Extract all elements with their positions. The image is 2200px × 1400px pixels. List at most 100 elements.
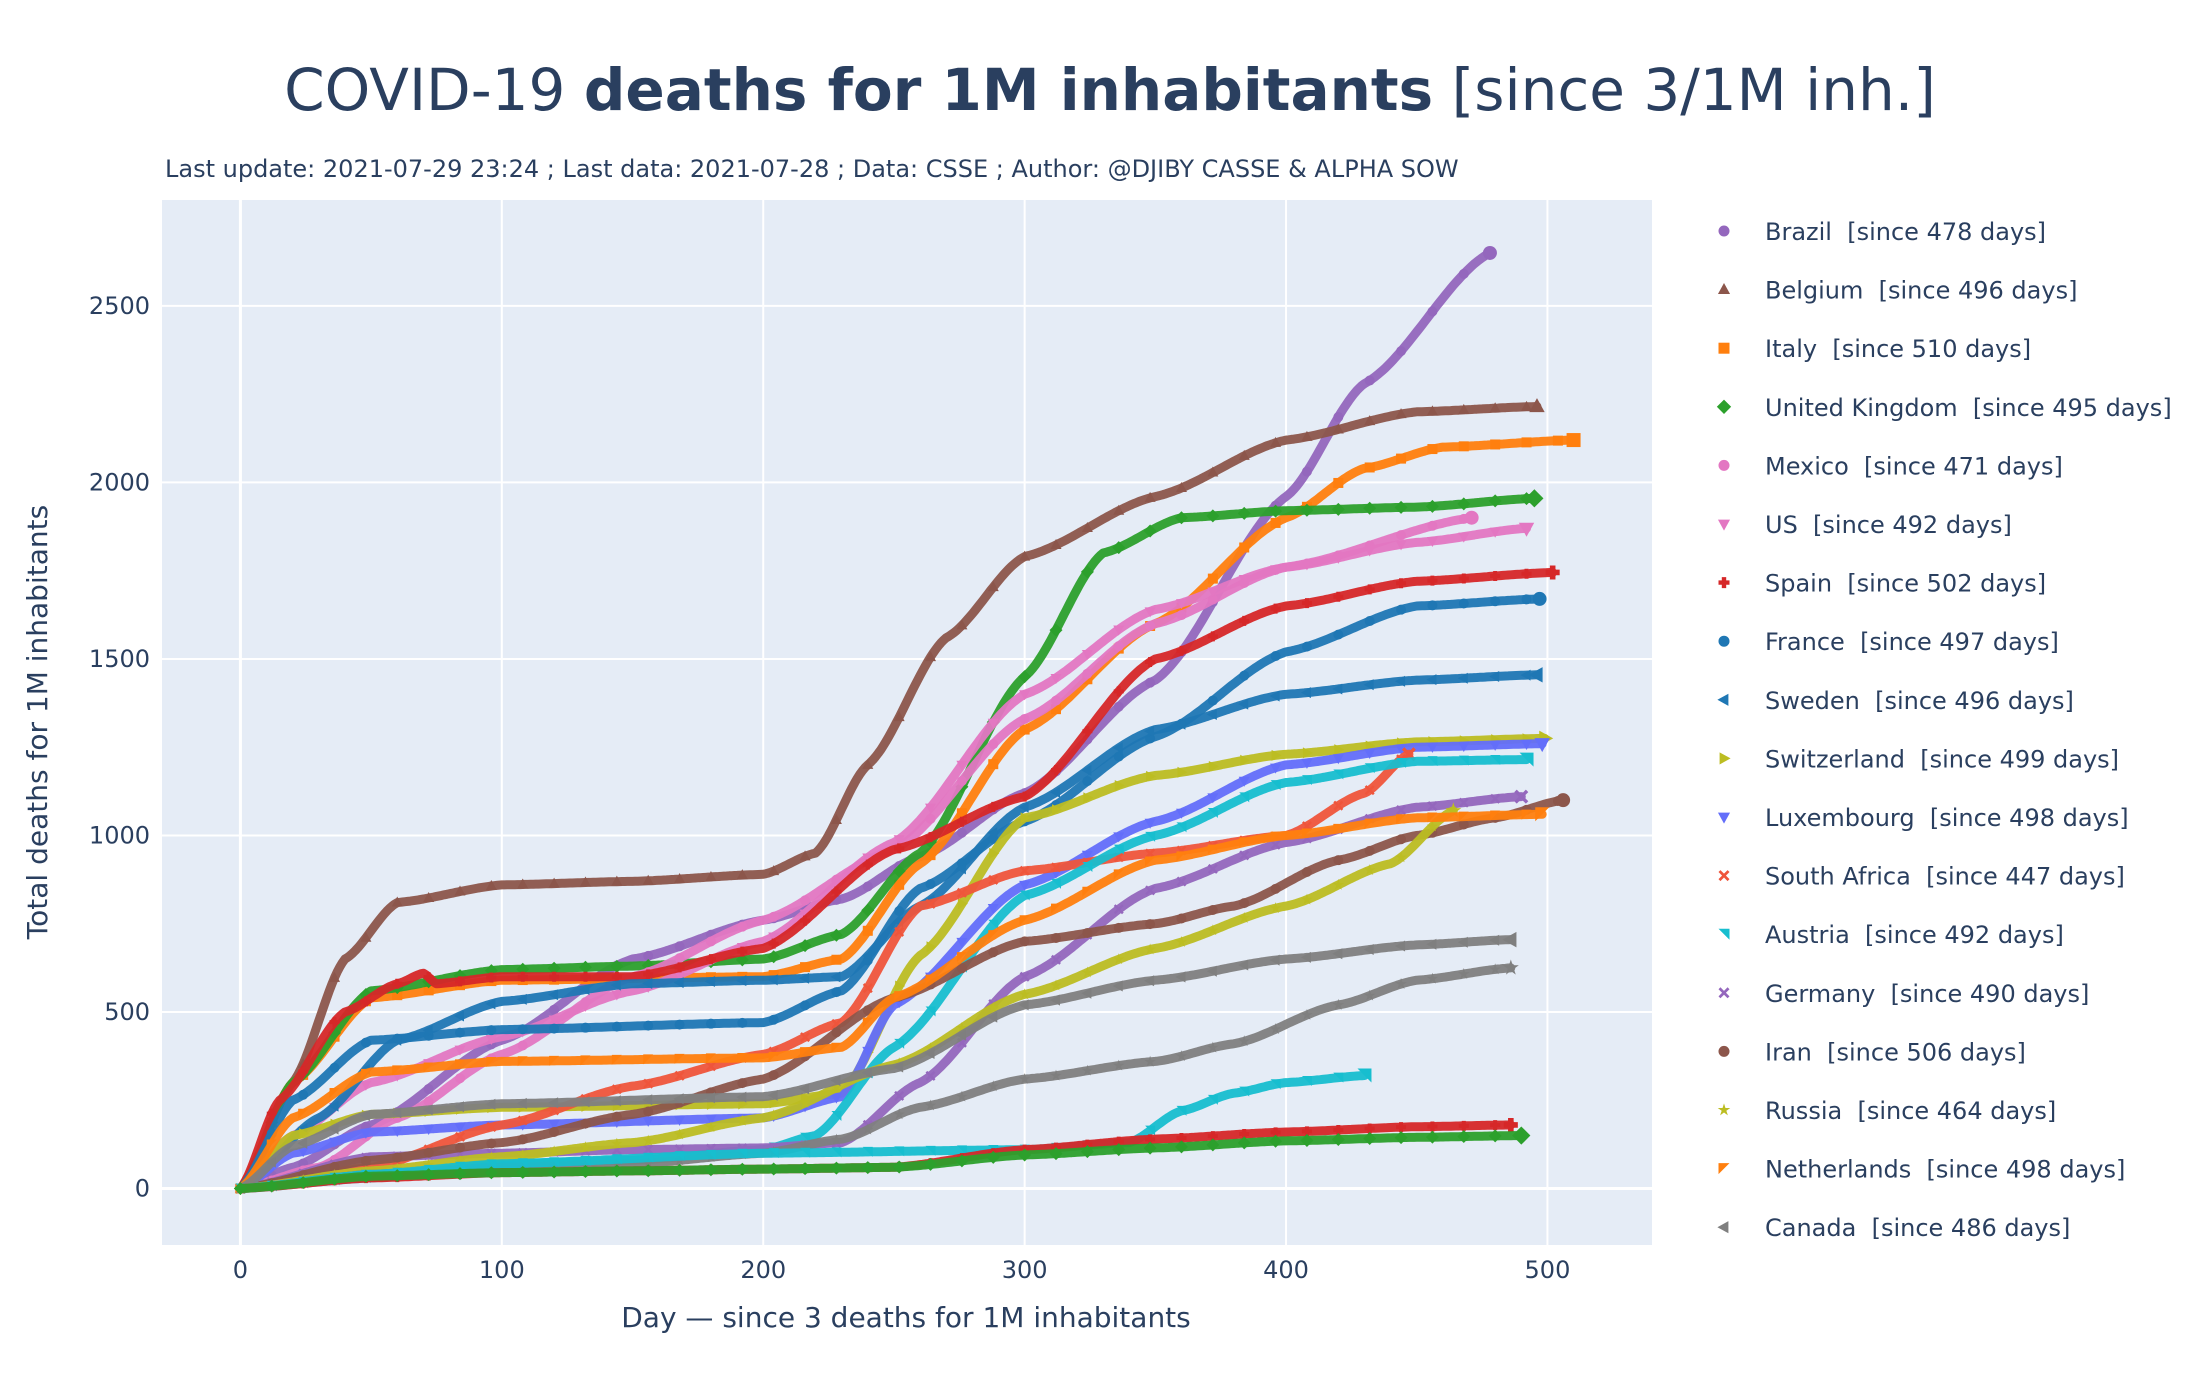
data-point: [988, 801, 999, 812]
data-point: [1427, 444, 1438, 455]
data-point: [1270, 603, 1281, 614]
data-point: [895, 980, 906, 992]
data-point: [1113, 844, 1124, 855]
data-point: [517, 1149, 529, 1160]
data-point: [360, 1155, 371, 1166]
data-point: [1427, 1121, 1438, 1132]
data-point: [768, 1070, 779, 1081]
data-point: [454, 1154, 466, 1166]
data-point: [1050, 539, 1062, 550]
legend-item[interactable]: Italy [since 510 days]: [1718, 335, 2032, 363]
legend-item[interactable]: Canada [since 486 days]: [1717, 1214, 2070, 1242]
data-point: [1177, 766, 1188, 778]
data-point: [956, 776, 967, 787]
legend-item[interactable]: South Africa [since 447 days]: [1718, 863, 2125, 891]
data-point: [1240, 754, 1251, 766]
data-point: [517, 1024, 528, 1035]
data-point: [1051, 903, 1061, 914]
legend-label: Russia [since 464 days]: [1765, 1097, 2056, 1125]
data-point: [862, 758, 874, 769]
series-united-kingdom: [233, 489, 1544, 1196]
data-point: [1018, 1073, 1031, 1084]
legend-item[interactable]: Sweden [since 496 days]: [1717, 687, 2074, 715]
data-point: [1081, 850, 1093, 861]
data-point: [548, 1145, 560, 1157]
data-point: [705, 1121, 717, 1133]
data-point: [486, 972, 497, 983]
data-point: [1208, 760, 1219, 772]
data-point: [641, 1164, 655, 1178]
data-point: [768, 1014, 779, 1025]
data-point: [1083, 792, 1094, 804]
legend[interactable]: Brazil [since 478 days] Belgium [since 49…: [1716, 218, 2172, 1242]
data-point: [1051, 862, 1061, 873]
data-point: [988, 930, 999, 941]
data-point: [486, 1159, 497, 1170]
data-point: [1019, 971, 1030, 982]
data-point: [894, 1038, 905, 1049]
data-point: [1144, 607, 1156, 618]
data-point: [862, 1017, 873, 1028]
legend-item[interactable]: Brazil [since 478 days]: [1718, 218, 2047, 246]
legend-label: Italy [since 510 days]: [1765, 335, 2031, 363]
data-point: [1396, 814, 1407, 825]
data-point: [799, 1139, 811, 1151]
data-point: [956, 827, 967, 838]
data-point: [861, 950, 872, 962]
legend-item[interactable]: United Kingdom [since 495 days]: [1716, 394, 2172, 422]
data-point: [1176, 1133, 1187, 1144]
data-point: [549, 1004, 560, 1015]
data-point: [956, 952, 967, 963]
data-point: [768, 865, 780, 876]
legend-item[interactable]: Netherlands [since 498 days]: [1718, 1156, 2126, 1184]
data-point: [674, 1070, 685, 1081]
legend-marker-icon: [1716, 399, 1732, 414]
data-point: [1207, 1094, 1218, 1105]
data-point: [956, 619, 968, 630]
data-point: [423, 1062, 434, 1073]
data-point: [1556, 793, 1571, 808]
data-point: [360, 931, 372, 942]
legend-item[interactable]: Belgium [since 496 days]: [1717, 277, 2077, 305]
data-point: [987, 1011, 998, 1023]
data-point: [1081, 522, 1093, 533]
data-point: [423, 985, 434, 996]
series-us: [234, 522, 1535, 1195]
legend-item[interactable]: Switzerland [since 499 days]: [1719, 745, 2119, 773]
legend-item[interactable]: US [since 492 days]: [1717, 511, 2012, 539]
data-point: [673, 1093, 684, 1105]
data-point: [704, 1092, 715, 1104]
data-point: [924, 1048, 935, 1060]
data-point: [1270, 883, 1281, 894]
data-point: [1525, 489, 1544, 508]
legend-item[interactable]: Spain [since 502 days]: [1718, 570, 2047, 598]
data-point: [1207, 807, 1218, 818]
series-canada: [234, 931, 1517, 1195]
legend-label: Germany [since 490 days]: [1765, 980, 2089, 1008]
data-point: [265, 1179, 279, 1193]
data-point: [1113, 701, 1124, 712]
data-point: [1333, 855, 1344, 866]
legend-item[interactable]: Mexico [since 471 days]: [1718, 452, 2063, 480]
series-line: [235, 670, 1542, 1193]
legend-item[interactable]: France [since 497 days]: [1718, 628, 2059, 656]
data-point: [1269, 1134, 1283, 1148]
legend-item[interactable]: Luxembourg [since 498 days]: [1717, 804, 2129, 832]
data-point: [1238, 698, 1249, 710]
data-point: [1333, 769, 1344, 780]
legend-item[interactable]: Germany [since 490 days]: [1718, 980, 2090, 1008]
data-point: [1333, 412, 1344, 423]
data-point: [1427, 575, 1438, 586]
data-point: [516, 1097, 527, 1109]
legend-item[interactable]: Russia [since 464 days]: [1717, 1097, 2057, 1125]
data-point: [737, 946, 748, 957]
data-point: [579, 1001, 591, 1012]
legend-item[interactable]: Iran [since 506 days]: [1718, 1038, 2026, 1066]
data-point: [454, 1045, 466, 1056]
data-point: [1144, 725, 1155, 737]
y-tick-label: 2500: [89, 292, 150, 320]
data-point: [1239, 670, 1250, 681]
data-point: [1175, 1050, 1188, 1062]
legend-item[interactable]: Austria [since 492 days]: [1718, 921, 2064, 949]
data-point: [1146, 770, 1157, 782]
